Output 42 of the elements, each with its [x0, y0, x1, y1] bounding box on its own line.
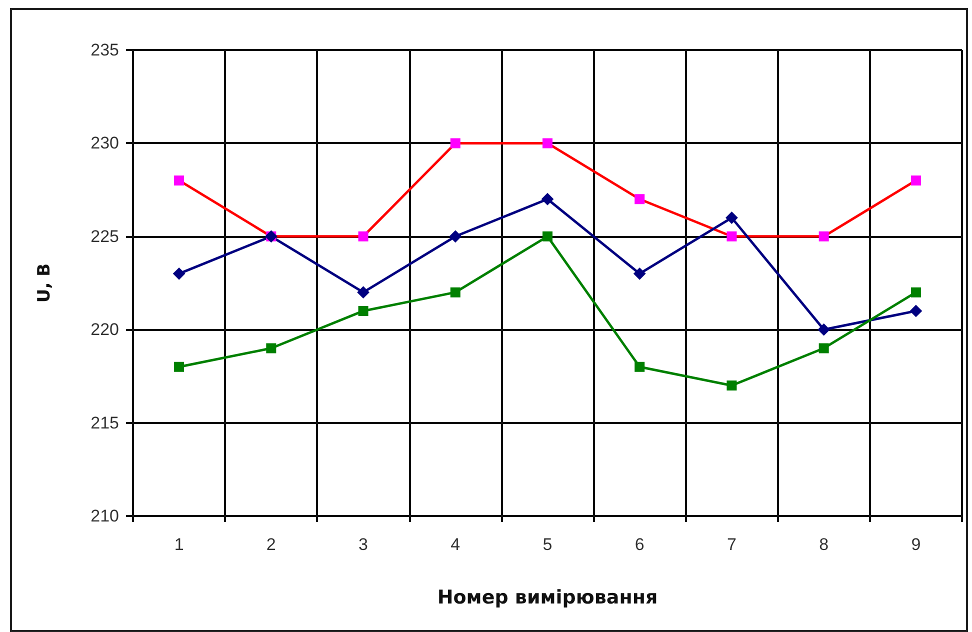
point — [726, 212, 738, 224]
point — [634, 194, 645, 204]
point — [910, 175, 921, 186]
y-tick-label: 215 — [90, 413, 119, 432]
point — [449, 230, 462, 242]
point — [266, 343, 276, 354]
y-tick-label: 230 — [90, 134, 119, 153]
y-tick-label: 210 — [90, 506, 119, 526]
point — [634, 362, 645, 372]
point — [358, 231, 368, 242]
y-tick-label: 225 — [90, 226, 119, 246]
point — [726, 231, 737, 242]
point — [173, 268, 186, 280]
x-tick-label: 6 — [634, 535, 644, 554]
point — [910, 287, 921, 298]
x-axis-title: Номер вимірювання — [437, 586, 658, 608]
x-tick-label: 3 — [358, 535, 368, 554]
y-axis-title: U, B — [34, 263, 54, 303]
point — [357, 286, 370, 298]
x-tick-label: 9 — [911, 535, 921, 554]
point — [450, 138, 460, 148]
point — [174, 362, 184, 372]
y-tick-label: 235 — [90, 40, 119, 60]
point — [542, 193, 554, 206]
point — [634, 268, 646, 280]
point — [818, 231, 829, 242]
x-tick-label: 5 — [542, 535, 552, 554]
point — [910, 304, 922, 317]
point — [174, 175, 184, 186]
x-tick-label: 8 — [819, 535, 829, 554]
point — [818, 343, 829, 354]
x-tick-label: 1 — [174, 535, 184, 554]
point — [542, 231, 552, 242]
point — [726, 380, 737, 391]
point — [450, 287, 460, 298]
x-tick-label: 7 — [726, 535, 736, 554]
point — [542, 138, 552, 148]
point — [358, 306, 368, 316]
x-tick-label: 4 — [450, 535, 460, 554]
x-tick-label: 2 — [266, 535, 276, 554]
point — [818, 324, 830, 336]
y-tick-label: 220 — [90, 320, 119, 340]
